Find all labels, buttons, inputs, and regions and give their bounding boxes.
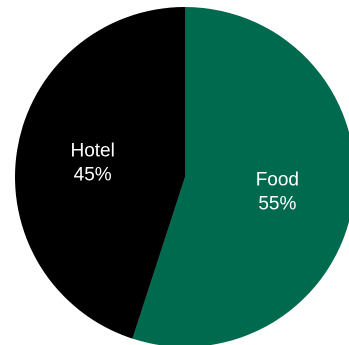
slice-category-label: Food: [256, 170, 299, 191]
pie-slices: [15, 7, 349, 345]
pie-slice-food: [132, 7, 349, 345]
pie-labels: Food 55% Hotel 45%: [70, 140, 299, 214]
slice-percent-label: 45%: [74, 164, 112, 185]
slice-percent-label: 55%: [258, 194, 296, 215]
slice-category-label: Hotel: [70, 140, 114, 161]
pie-slice-hotel: [15, 7, 185, 339]
